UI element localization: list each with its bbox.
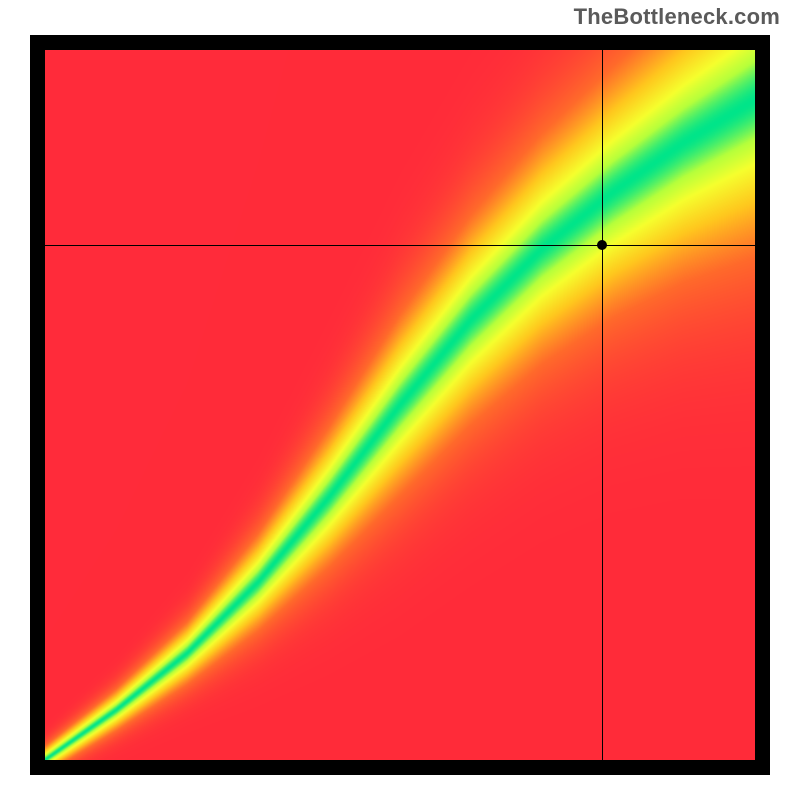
crosshair-horizontal	[45, 245, 755, 246]
crosshair-vertical	[602, 50, 603, 760]
plot-frame	[30, 35, 770, 775]
attribution-label: TheBottleneck.com	[574, 4, 780, 30]
chart-container: TheBottleneck.com	[0, 0, 800, 800]
bottleneck-heatmap	[45, 50, 755, 760]
crosshair-marker	[597, 240, 607, 250]
